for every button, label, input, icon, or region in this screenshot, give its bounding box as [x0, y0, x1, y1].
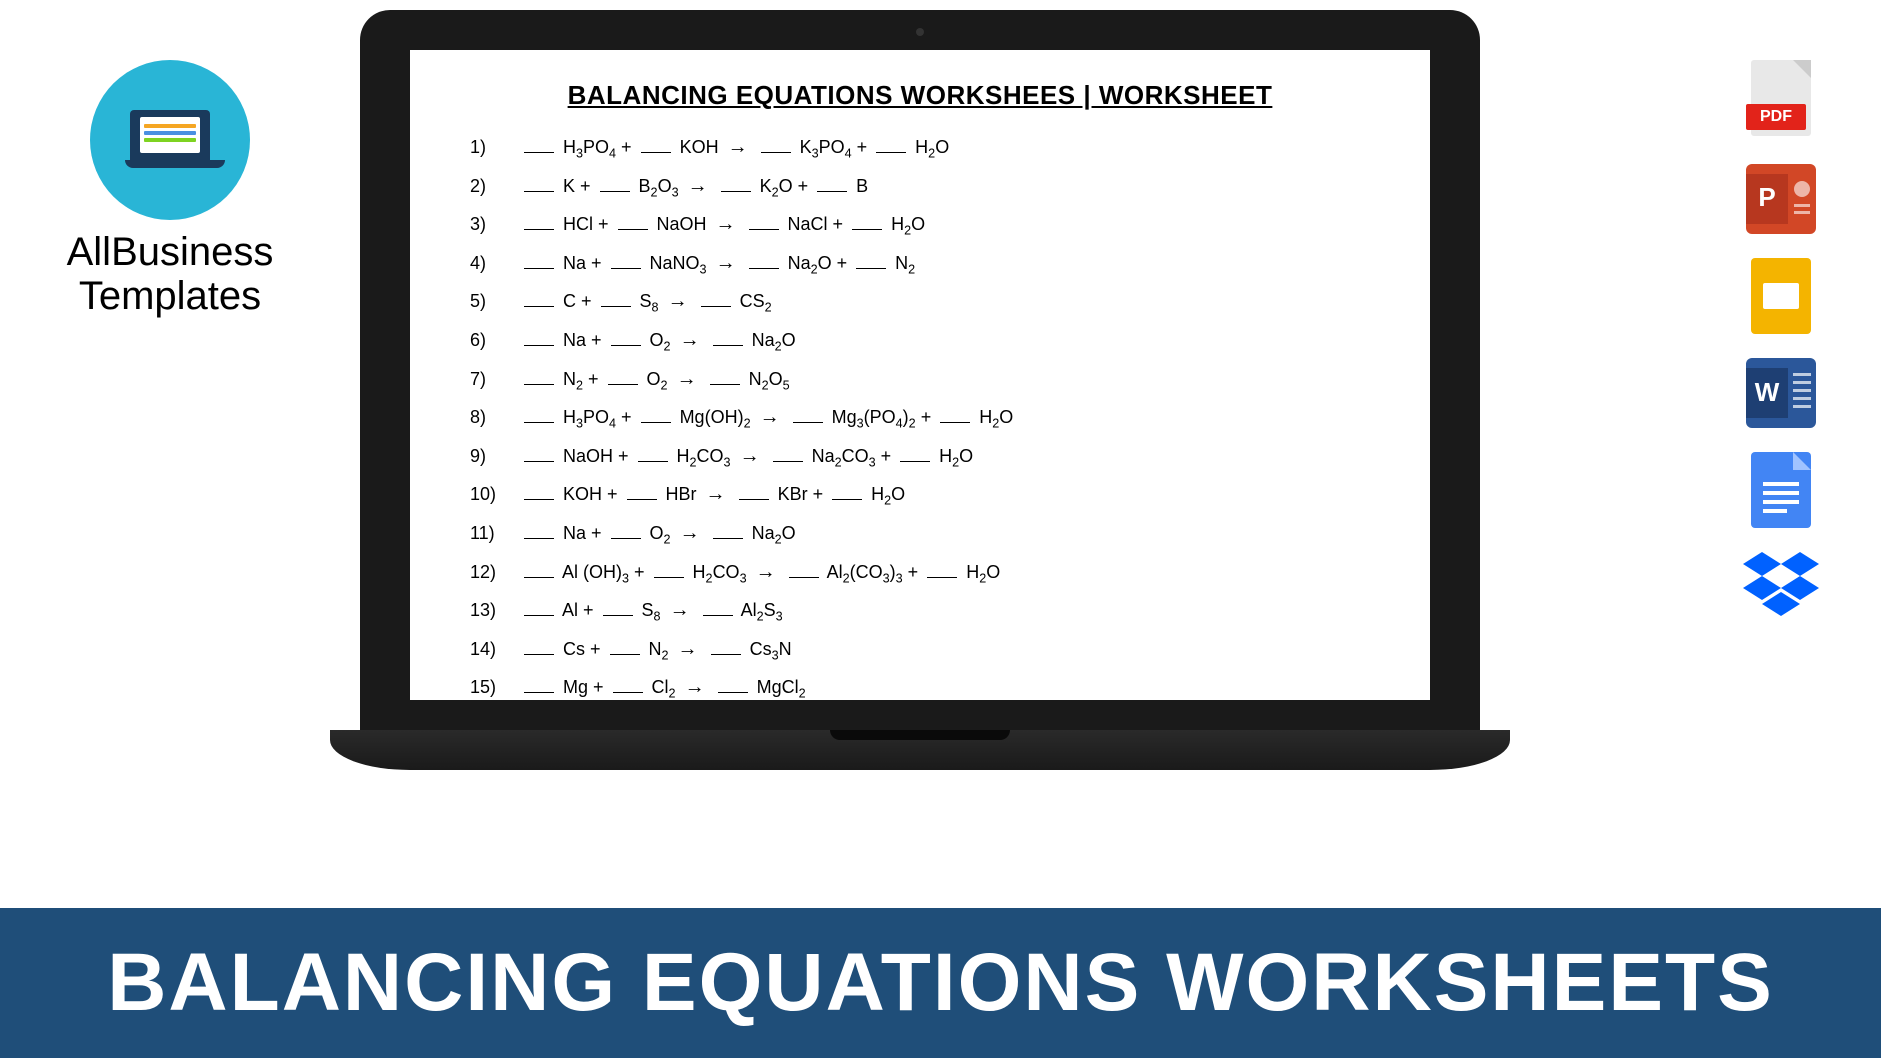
equation-number: 12) [470, 562, 520, 583]
equation-number: 14) [470, 639, 520, 660]
equation-number: 3) [470, 214, 520, 235]
google-docs-icon[interactable] [1751, 452, 1811, 528]
equation-row: 8) H3PO4 + Mg(OH)2 → Mg3(PO4)2 + H2O [470, 406, 1370, 431]
equation-number: 8) [470, 407, 520, 428]
equation-body: K + B2O3 → K2O + B [520, 175, 868, 200]
pdf-label: PDF [1746, 104, 1806, 130]
laptop-bezel: BALANCING EQUATIONS WORKSHEES | WORKSHEE… [360, 10, 1480, 730]
equation-number: 10) [470, 484, 520, 505]
equation-number: 11) [470, 523, 520, 544]
equation-body: Na + O2 → Na2O [520, 522, 796, 547]
document-title: BALANCING EQUATIONS WORKSHEES | WORKSHEE… [410, 50, 1430, 136]
file-type-icons: PDF P W [1741, 60, 1821, 616]
laptop-screen: BALANCING EQUATIONS WORKSHEES | WORKSHEE… [410, 50, 1430, 700]
brand-logo: AllBusiness Templates [60, 60, 280, 318]
equation-body: Na + O2 → Na2O [520, 329, 796, 354]
equations-list: 1) H3PO4 + KOH → K3PO4 + H2O2) K + B2O3 … [410, 136, 1430, 700]
equation-body: H3PO4 + KOH → K3PO4 + H2O [520, 136, 949, 161]
equation-body: Mg + Cl2 → MgCl2 [520, 676, 806, 700]
equation-number: 7) [470, 369, 520, 390]
laptop-mockup: BALANCING EQUATIONS WORKSHEES | WORKSHEE… [360, 10, 1480, 810]
equation-body: Al (OH)3 + H2CO3 → Al2(CO3)3 + H2O [520, 561, 1000, 586]
equation-row: 9) NaOH + H2CO3 → Na2CO3 + H2O [470, 445, 1370, 470]
equation-row: 11) Na + O2 → Na2O [470, 522, 1370, 547]
equation-number: 2) [470, 176, 520, 197]
equation-row: 12) Al (OH)3 + H2CO3 → Al2(CO3)3 + H2O [470, 561, 1370, 586]
logo-laptop-content [140, 117, 200, 153]
equation-number: 13) [470, 600, 520, 621]
equation-row: 3) HCl + NaOH → NaCl + H2O [470, 213, 1370, 238]
svg-text:W: W [1755, 377, 1780, 407]
equation-row: 7) N2 + O2 → N2O5 [470, 368, 1370, 393]
equation-body: H3PO4 + Mg(OH)2 → Mg3(PO4)2 + H2O [520, 406, 1013, 431]
equation-row: 5) C + S8 → CS2 [470, 290, 1370, 315]
equation-number: 1) [470, 137, 520, 158]
equation-body: HCl + NaOH → NaCl + H2O [520, 213, 925, 238]
equation-number: 4) [470, 253, 520, 274]
equation-row: 6) Na + O2 → Na2O [470, 329, 1370, 354]
equation-body: N2 + O2 → N2O5 [520, 368, 790, 393]
logo-circle [90, 60, 250, 220]
banner-text: BALANCING EQUATIONS WORKSHEETS [107, 936, 1774, 1030]
equation-row: 14) Cs + N2 → Cs3N [470, 638, 1370, 663]
equation-body: NaOH + H2CO3 → Na2CO3 + H2O [520, 445, 973, 470]
equation-body: KOH + HBr → KBr + H2O [520, 483, 905, 508]
logo-text-line1: AllBusiness [60, 230, 280, 274]
laptop-notch [830, 730, 1010, 740]
equation-number: 9) [470, 446, 520, 467]
logo-laptop-icon [125, 110, 215, 170]
powerpoint-icon[interactable]: P [1746, 164, 1816, 234]
equation-body: Cs + N2 → Cs3N [520, 638, 792, 663]
word-icon[interactable]: W [1746, 358, 1816, 428]
equation-body: Al + S8 → Al2S3 [520, 599, 783, 624]
equation-body: Na + NaNO3 → Na2O + N2 [520, 252, 915, 277]
equation-row: 13) Al + S8 → Al2S3 [470, 599, 1370, 624]
laptop-camera-icon [916, 28, 924, 36]
google-slides-icon[interactable] [1751, 258, 1811, 334]
equation-row: 10) KOH + HBr → KBr + H2O [470, 483, 1370, 508]
laptop-base [330, 730, 1510, 770]
equation-row: 1) H3PO4 + KOH → K3PO4 + H2O [470, 136, 1370, 161]
equation-row: 2) K + B2O3 → K2O + B [470, 175, 1370, 200]
dropbox-icon[interactable] [1743, 552, 1819, 616]
equation-number: 15) [470, 677, 520, 698]
svg-text:P: P [1758, 182, 1775, 212]
pdf-icon[interactable]: PDF [1746, 60, 1816, 140]
logo-text-line2: Templates [60, 274, 280, 318]
equation-body: C + S8 → CS2 [520, 290, 772, 315]
bottom-banner: BALANCING EQUATIONS WORKSHEETS [0, 908, 1881, 1058]
equation-row: 15) Mg + Cl2 → MgCl2 [470, 676, 1370, 700]
equation-number: 5) [470, 291, 520, 312]
equation-number: 6) [470, 330, 520, 351]
equation-row: 4) Na + NaNO3 → Na2O + N2 [470, 252, 1370, 277]
